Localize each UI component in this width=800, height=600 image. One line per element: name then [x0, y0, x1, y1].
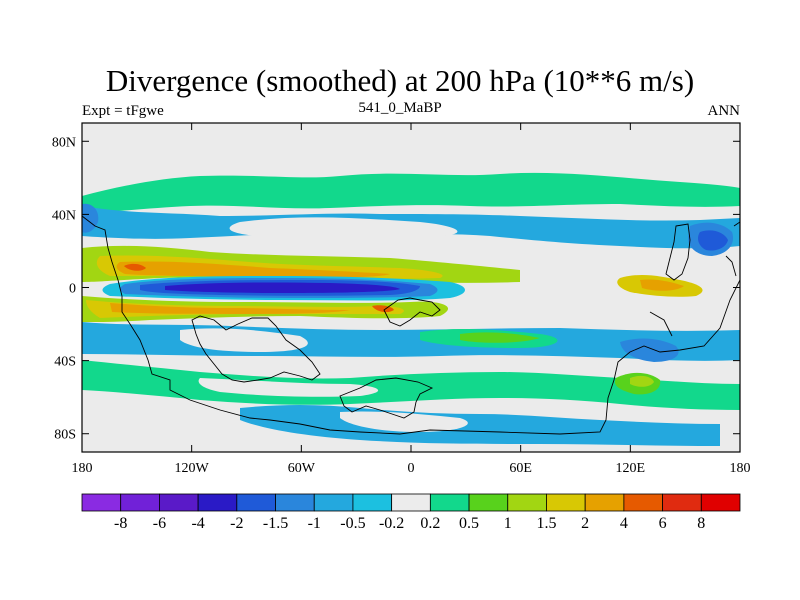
colorbar-label: 0.5: [459, 515, 479, 532]
x-tick-label: 0: [408, 461, 415, 476]
x-tick-label: 60W: [288, 461, 316, 476]
contour-region: [630, 375, 654, 387]
y-tick-label: 40N: [52, 208, 76, 223]
colorbar-swatch: [584, 493, 625, 512]
x-tick-label: 120E: [616, 461, 646, 476]
contour-region: [620, 338, 679, 362]
colorbar-label: 1: [504, 515, 512, 532]
chart-title: Divergence (smoothed) at 200 hPa (10**6 …: [105, 63, 695, 98]
x-tick-label: 60E: [509, 461, 532, 476]
contour-region: [198, 378, 379, 397]
x-tick-label: 180: [730, 461, 751, 476]
contour-region: [124, 263, 146, 271]
experiment-label: Expt = tFgwe: [82, 103, 164, 119]
colorbar-swatch: [468, 493, 509, 512]
contour-region: [698, 230, 728, 251]
colorbar-swatch: [507, 493, 547, 512]
colorbar-swatch: [623, 493, 663, 512]
colorbar-swatch: [236, 493, 276, 512]
colorbar: -8 -6 -4 -2 -1.5 -1 -0.5 -0.2 0.2 0.5 1 1.5 2 4 6 8: [81, 493, 741, 532]
contour-region: [110, 303, 350, 314]
colorbar-swatch: [546, 493, 586, 512]
contour-field: [82, 172, 740, 446]
colorbar-swatch: [352, 493, 393, 512]
colorbar-label: -1: [308, 515, 321, 532]
colorbar-swatch: [429, 493, 470, 512]
contour-region: [340, 411, 468, 432]
colorbar-label: -8: [114, 515, 127, 532]
y-tick-label: 80N: [52, 135, 76, 150]
colorbar-swatch: [81, 493, 122, 512]
colorbar-swatch: [391, 493, 431, 512]
x-axis: 180 120W 60W 0 60E 120E 180: [72, 123, 751, 476]
colorbar-label: 8: [697, 515, 705, 532]
contour-region: [460, 332, 540, 343]
colorbar-label: 0.2: [420, 515, 440, 532]
colorbar-label: 6: [659, 515, 667, 532]
colorbar-swatch: [197, 493, 238, 512]
contour-region: [229, 217, 458, 238]
colorbar-label: 1.5: [536, 515, 556, 532]
colorbar-label: 2: [581, 515, 589, 532]
season-label: ANN: [707, 103, 741, 119]
colorbar-swatch: [159, 493, 199, 512]
colorbar-label: -4: [191, 515, 204, 532]
colorbar-swatch: [120, 493, 160, 512]
colorbar-label: -0.5: [340, 515, 365, 532]
y-tick-label: 40S: [54, 355, 76, 370]
contour-region: [82, 360, 740, 410]
colorbar-label: -2: [230, 515, 243, 532]
y-axis: 80N 40N 0 40S 80S: [52, 135, 740, 443]
colorbar-label: -6: [153, 515, 166, 532]
contour-region: [165, 282, 400, 293]
colorbar-swatch: [662, 493, 702, 512]
colorbar-label: -0.2: [379, 515, 404, 532]
colorbar-swatch: [275, 493, 315, 512]
coastlines: [82, 215, 740, 435]
contour-region: [82, 172, 740, 214]
x-tick-label: 180: [72, 461, 93, 476]
contour-region: [180, 328, 308, 352]
contour-region: [116, 261, 391, 278]
case-label: 541_0_MaBP: [358, 100, 442, 116]
contour-region: [640, 279, 684, 291]
colorbar-swatch: [700, 493, 741, 512]
y-tick-label: 0: [69, 282, 76, 297]
colorbar-label: 4: [620, 515, 628, 532]
y-tick-label: 80S: [54, 428, 76, 443]
x-tick-label: 120W: [175, 461, 210, 476]
colorbar-swatch: [313, 493, 354, 512]
colorbar-label: -1.5: [263, 515, 288, 532]
